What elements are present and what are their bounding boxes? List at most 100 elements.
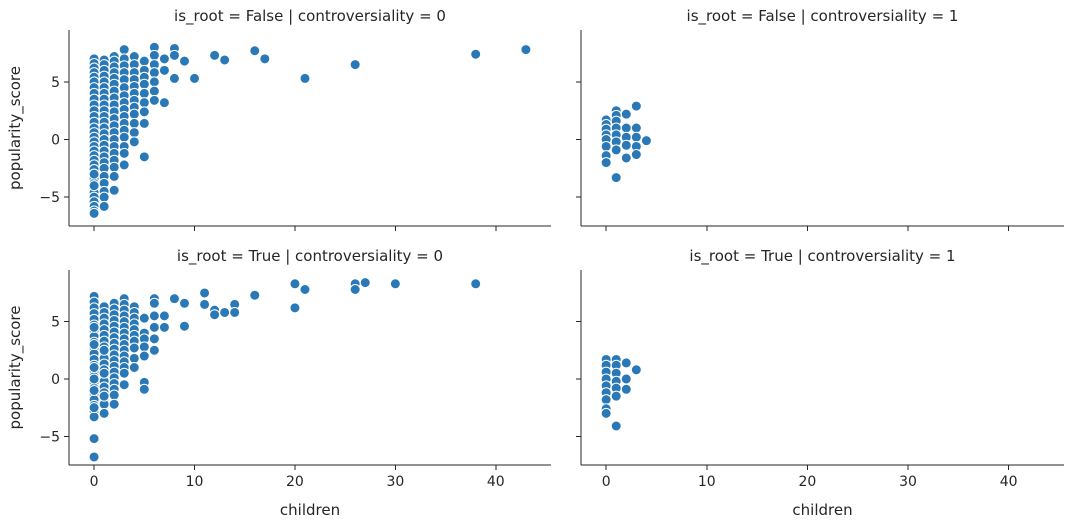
facet-panel-1: −5 0 5 is_root = False | controversiality =… [6, 7, 551, 231]
scatter-point [158, 64, 170, 76]
scatter-point [259, 53, 271, 65]
scatter-point [138, 106, 150, 118]
scatter-point [289, 302, 301, 314]
scatter-point [98, 191, 110, 203]
scatter-point [158, 53, 170, 65]
scatter-point [610, 172, 622, 184]
scatter-point [620, 108, 632, 120]
y-tick-label: −5 [39, 190, 60, 206]
scatter-point [168, 72, 180, 84]
scatter-point [620, 139, 632, 151]
scatter-point [88, 373, 100, 385]
scatter-point [620, 373, 632, 385]
scatter-point [620, 152, 632, 164]
x-tick-label: 20 [798, 474, 816, 490]
scatter-point [148, 310, 160, 322]
scatter-point [630, 149, 642, 161]
y-tick-label: 5 [51, 315, 60, 331]
facet-title: is_root = True | controversiality = 0 [177, 247, 443, 266]
scatter-point [470, 278, 482, 290]
scatter-point [108, 161, 120, 173]
scatter-point [98, 200, 110, 212]
scatter-point [88, 433, 100, 445]
scatter-point [128, 108, 140, 120]
scatter-point [148, 94, 160, 106]
y-tick-label: 0 [51, 372, 60, 388]
scatter-point [349, 59, 361, 71]
scatter-point [128, 342, 140, 354]
scatter-point [209, 309, 221, 321]
scatter-point [128, 117, 140, 129]
scatter-point [88, 411, 100, 423]
scatter-point [118, 379, 130, 391]
scatter-point [148, 333, 160, 345]
y-tick-label: 5 [51, 75, 60, 91]
scatter-point [630, 131, 642, 143]
scatter-point [118, 367, 130, 379]
scatter-point [470, 48, 482, 60]
y-axis-label: popularity_score [6, 66, 25, 190]
scatter-point [359, 277, 371, 289]
scatter-point [620, 383, 632, 395]
scatter-point [199, 287, 211, 299]
scatter-point [128, 127, 140, 139]
scatter-point [138, 151, 150, 163]
scatter-point [520, 44, 532, 56]
scatter-point [249, 289, 261, 301]
scatter-point [299, 284, 311, 295]
scatter-point [640, 135, 652, 147]
scatter-point [148, 85, 160, 97]
scatter-point [209, 49, 221, 61]
scatter-point [299, 72, 311, 84]
scatter-point [158, 321, 170, 333]
scatter-point [138, 312, 150, 324]
scatter-point [118, 44, 130, 56]
scatter-point [108, 184, 120, 196]
scatter-points [600, 353, 642, 432]
scatter-point [600, 407, 612, 419]
scatter-point [349, 284, 361, 295]
scatter-point [88, 362, 100, 373]
facet-title: is_root = False | controversiality = 1 [687, 7, 959, 26]
facet-title: is_root = False | controversiality = 0 [174, 7, 446, 26]
scatter-point [98, 344, 110, 356]
scatter-point [88, 384, 100, 396]
scatter-point [199, 298, 211, 310]
scatter-point [118, 147, 130, 159]
x-axis-label: children [280, 501, 340, 519]
scatter-points [88, 41, 532, 219]
scatter-point [148, 49, 160, 61]
scatter-point [108, 389, 120, 401]
scatter-point [88, 168, 100, 180]
scatter-point [98, 367, 110, 379]
scatter-point [289, 278, 301, 290]
scatter-point [610, 144, 622, 156]
scatter-point [138, 55, 150, 67]
facet-panel-2: is_root = False | controversiality = 1 [576, 7, 1064, 231]
scatter-point [610, 390, 622, 402]
scatter-point [249, 45, 261, 57]
scatter-point [138, 87, 150, 99]
x-tick-label: 20 [286, 474, 304, 490]
scatter-point [178, 320, 190, 332]
scatter-point [229, 306, 241, 318]
y-tick-label: 0 [51, 133, 60, 149]
scatter-point [600, 394, 612, 406]
scatter-point [148, 344, 160, 356]
scatter-point [620, 357, 632, 369]
y-axis-label: popularity_score [6, 306, 25, 430]
scatter-point [148, 297, 160, 309]
scatter-point [630, 122, 642, 134]
x-tick-label: 40 [1000, 474, 1018, 490]
scatter-point [148, 67, 160, 79]
facet-panel-4: 0 10 20 30 40 is_root = True | controversiali… [576, 247, 1064, 519]
scatter-point [138, 117, 150, 129]
x-tick-label: 0 [90, 474, 99, 490]
scatter-point [138, 341, 150, 353]
scatter-point [158, 310, 170, 322]
scatter-point [219, 54, 231, 66]
scatter-point [158, 97, 170, 109]
scatter-point [630, 364, 642, 376]
scatter-point [138, 97, 150, 109]
